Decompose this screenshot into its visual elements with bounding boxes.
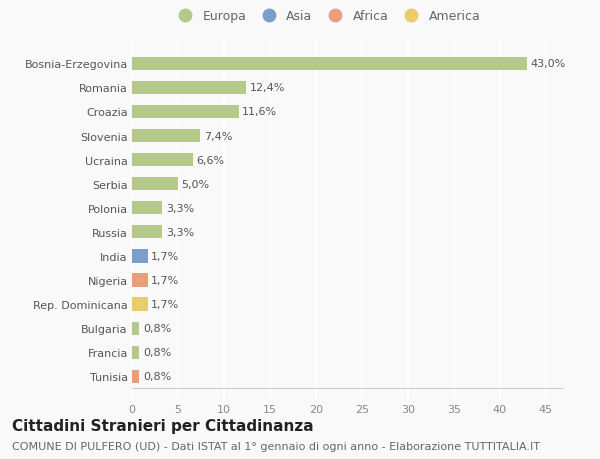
Bar [132, 250, 148, 263]
Bar [132, 106, 239, 119]
Bar [132, 178, 178, 191]
Bar [132, 57, 527, 71]
Bar [132, 322, 139, 335]
Bar [132, 129, 200, 143]
Bar [132, 298, 148, 311]
Text: 6,6%: 6,6% [196, 155, 224, 165]
Text: 43,0%: 43,0% [531, 59, 566, 69]
Text: 0,8%: 0,8% [143, 324, 171, 333]
Text: 1,7%: 1,7% [151, 299, 179, 309]
Text: 3,3%: 3,3% [166, 203, 194, 213]
Bar [132, 274, 148, 287]
Text: 0,8%: 0,8% [143, 371, 171, 381]
Text: Cittadini Stranieri per Cittadinanza: Cittadini Stranieri per Cittadinanza [12, 418, 314, 433]
Bar [132, 82, 246, 95]
Text: 1,7%: 1,7% [151, 252, 179, 261]
Bar [132, 346, 139, 359]
Bar [132, 202, 163, 215]
Text: COMUNE DI PULFERO (UD) - Dati ISTAT al 1° gennaio di ogni anno - Elaborazione TU: COMUNE DI PULFERO (UD) - Dati ISTAT al 1… [12, 441, 540, 451]
Text: 3,3%: 3,3% [166, 227, 194, 237]
Text: 0,8%: 0,8% [143, 347, 171, 358]
Bar [132, 370, 139, 383]
Text: 1,7%: 1,7% [151, 275, 179, 285]
Text: 7,4%: 7,4% [203, 131, 232, 141]
Legend: Europa, Asia, Africa, America: Europa, Asia, Africa, America [167, 5, 485, 28]
Text: 5,0%: 5,0% [182, 179, 210, 189]
Bar [132, 154, 193, 167]
Text: 11,6%: 11,6% [242, 107, 277, 117]
Bar [132, 226, 163, 239]
Text: 12,4%: 12,4% [250, 83, 285, 93]
